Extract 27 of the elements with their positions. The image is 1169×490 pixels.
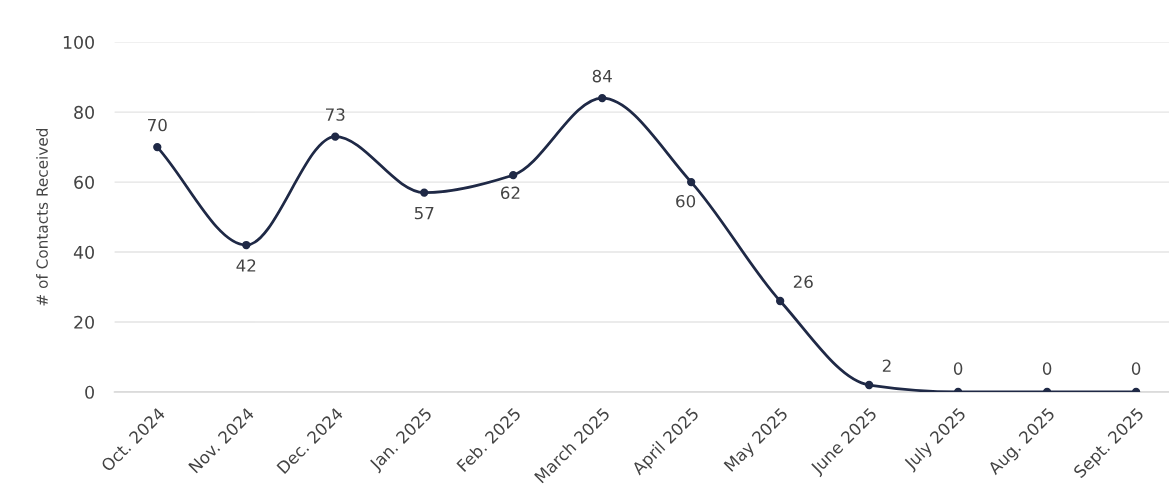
y-tick-label: 60 <box>74 175 94 189</box>
data-label: 84 <box>592 69 612 83</box>
y-tick-label: 20 <box>74 315 94 329</box>
data-label: 70 <box>148 118 167 132</box>
data-label: 0 <box>1131 362 1141 375</box>
point <box>153 142 162 152</box>
point <box>687 177 696 187</box>
y-tick-label: 0 <box>85 385 94 399</box>
data-label: 73 <box>326 108 345 121</box>
point <box>420 188 429 197</box>
data-label: 57 <box>414 206 434 220</box>
data-label: 0 <box>953 362 963 375</box>
y-axis-title: # of Contacts Received <box>36 128 48 306</box>
data-label: 0 <box>1042 362 1052 375</box>
data-label: 42 <box>236 259 256 272</box>
data-label: 60 <box>676 194 696 208</box>
data-label: 2 <box>882 359 891 372</box>
data-label: 62 <box>500 186 520 200</box>
point <box>331 132 340 141</box>
point <box>598 93 607 103</box>
point <box>242 240 251 250</box>
y-tick-label: 40 <box>73 245 94 259</box>
point <box>775 296 785 306</box>
y-tick-label: 100 <box>63 35 94 49</box>
y-tick-label: 80 <box>74 105 94 119</box>
data-label: 26 <box>793 275 813 289</box>
point <box>509 170 518 180</box>
